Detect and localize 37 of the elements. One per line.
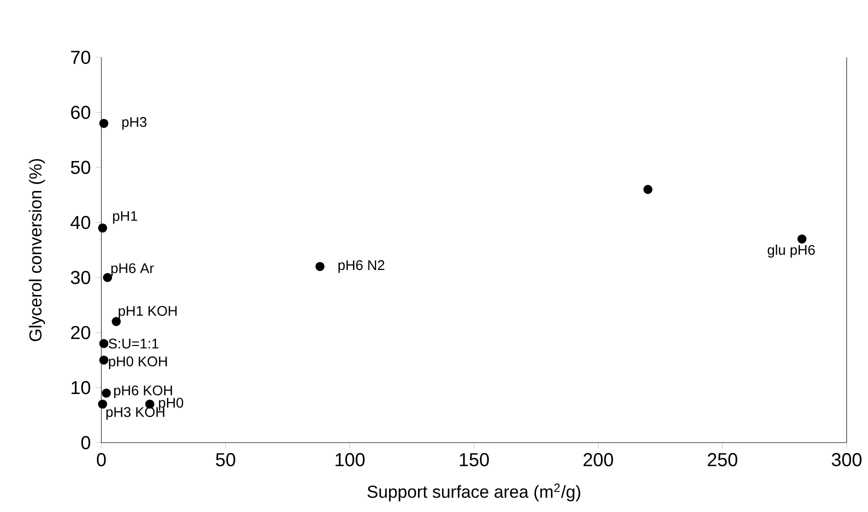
point <box>797 234 806 244</box>
point <box>99 356 108 365</box>
x-tick-label: 150 <box>460 453 489 466</box>
point <box>643 184 652 194</box>
annotation: pH0 KOH <box>108 356 167 370</box>
annotation: pH1 <box>113 211 138 224</box>
y-tick-label: 10 <box>72 380 90 394</box>
x-tick-label: 50 <box>216 453 236 466</box>
point <box>99 118 108 128</box>
y-tick-label: 0 <box>81 436 90 450</box>
annotation: glu pH6 <box>768 244 815 258</box>
y-tick-label: 60 <box>71 106 90 119</box>
annotation: pH6 KOH <box>114 385 172 398</box>
y-tick-label: 20 <box>71 326 90 340</box>
y-tick-label: 70 <box>71 50 90 64</box>
x-tick-label: 0 <box>96 453 106 466</box>
annotation: pH1 KOH <box>118 306 177 319</box>
x-tick-label: 300 <box>832 453 862 466</box>
point <box>315 262 324 272</box>
point <box>99 339 108 348</box>
annotation: pH3 <box>122 117 146 130</box>
y-axis-title: Glycerol conversion (%) <box>28 159 46 342</box>
point <box>103 272 112 282</box>
annotation: pH6 Ar <box>111 263 154 276</box>
point <box>98 223 108 233</box>
annotation: S:U=1:1 <box>108 338 158 349</box>
point <box>102 388 111 398</box>
x-axis-title: Support surface area (m$^{2}$/g) <box>368 483 580 502</box>
point <box>112 317 121 326</box>
y-tick-label: 40 <box>70 216 90 230</box>
annotation: pH6 N2 <box>338 260 384 273</box>
x-tick-label: 100 <box>336 453 365 466</box>
x-tick-label: 250 <box>708 453 738 466</box>
y-tick-label: 30 <box>70 270 90 284</box>
y-tick-label: 50 <box>70 160 90 174</box>
point <box>98 400 108 409</box>
x-tick-label: 200 <box>584 453 614 466</box>
